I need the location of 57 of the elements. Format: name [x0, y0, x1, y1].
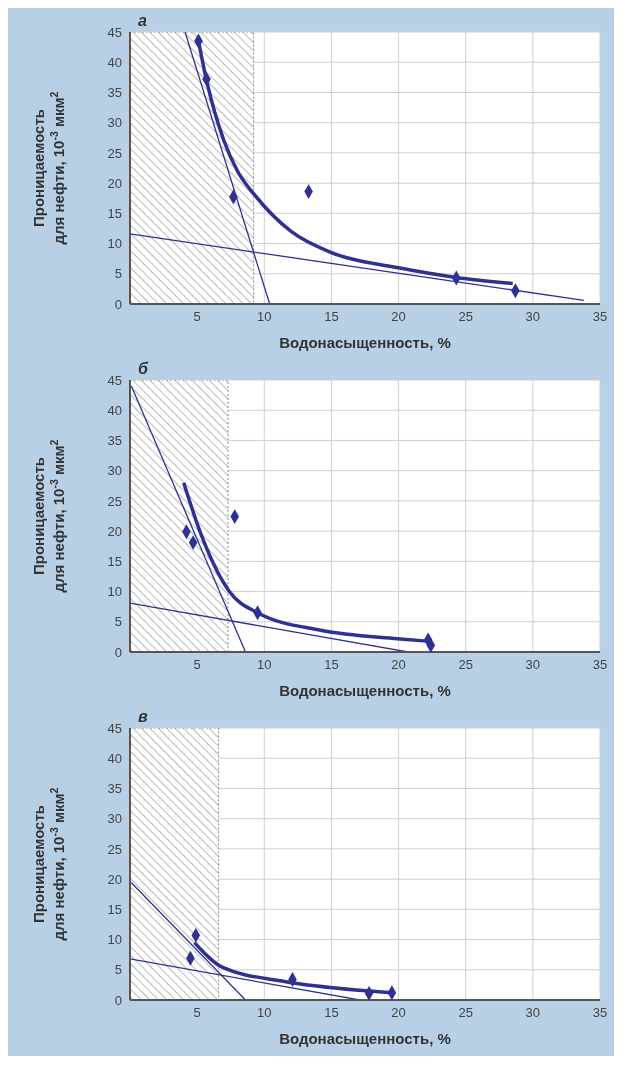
y-tick-label: 30	[107, 115, 122, 131]
x-tick-label: 15	[324, 657, 339, 673]
y-tick-label: 5	[114, 614, 122, 630]
x-tick-label: 10	[257, 1005, 272, 1021]
x-tick-label: 30	[525, 1005, 541, 1021]
y-tick-label: 30	[107, 811, 122, 827]
x-tick-label: 25	[458, 657, 473, 673]
x-tick-label: 5	[193, 657, 201, 673]
x-tick-label: 30	[525, 309, 541, 325]
y-tick-label: 5	[114, 962, 122, 978]
y-tick-label: 40	[107, 54, 122, 70]
y-tick-label: 35	[107, 781, 122, 797]
y-tick-label: 25	[107, 841, 122, 857]
y-tick-label: 45	[107, 720, 122, 736]
y-tick-label: 0	[114, 644, 122, 660]
x-tick-label: 15	[324, 309, 339, 325]
x-tick-label: 25	[458, 1005, 473, 1021]
x-tick-label: 10	[257, 657, 272, 673]
x-axis-title: Водонасыщенность, %	[279, 682, 451, 699]
y-tick-label: 10	[107, 236, 122, 252]
y-tick-label: 0	[114, 296, 122, 312]
y-tick-label: 25	[107, 493, 122, 509]
y-tick-label: 10	[107, 932, 122, 948]
x-tick-label: 20	[391, 1005, 406, 1021]
y-tick-label: 20	[107, 871, 122, 887]
y-tick-label: 25	[107, 145, 122, 161]
y-tick-label: 40	[107, 402, 122, 418]
chart-title: б	[138, 360, 148, 378]
y-tick-label: 35	[107, 433, 122, 449]
chart-title: в	[138, 708, 148, 726]
y-tick-label: 15	[107, 901, 122, 917]
x-tick-label: 35	[592, 309, 608, 325]
y-tick-label: 20	[107, 175, 122, 191]
x-tick-label: 5	[193, 309, 201, 325]
x-tick-label: 15	[324, 1005, 339, 1021]
chart-title: а	[138, 12, 147, 30]
y-tick-label: 20	[107, 523, 122, 539]
y-tick-label: 45	[107, 24, 122, 40]
x-tick-label: 20	[391, 657, 406, 673]
y-tick-label: 40	[107, 750, 122, 766]
y-tick-label: 5	[114, 266, 122, 282]
x-tick-label: 35	[592, 657, 608, 673]
x-tick-label: 5	[193, 1005, 201, 1021]
x-tick-label: 25	[458, 309, 473, 325]
y-tick-label: 30	[107, 463, 122, 479]
x-tick-label: 10	[257, 309, 272, 325]
y-tick-label: 15	[107, 205, 122, 221]
x-tick-label: 35	[592, 1005, 608, 1021]
x-tick-label: 30	[525, 657, 541, 673]
x-tick-label: 20	[391, 309, 406, 325]
y-tick-label: 15	[107, 553, 122, 569]
y-tick-label: 10	[107, 584, 122, 600]
y-tick-label: 45	[107, 372, 122, 388]
x-axis-title: Водонасыщенность, %	[279, 334, 451, 351]
x-axis-title: Водонасыщенность, %	[279, 1030, 451, 1047]
y-tick-label: 35	[107, 85, 122, 101]
y-tick-label: 0	[114, 992, 122, 1008]
